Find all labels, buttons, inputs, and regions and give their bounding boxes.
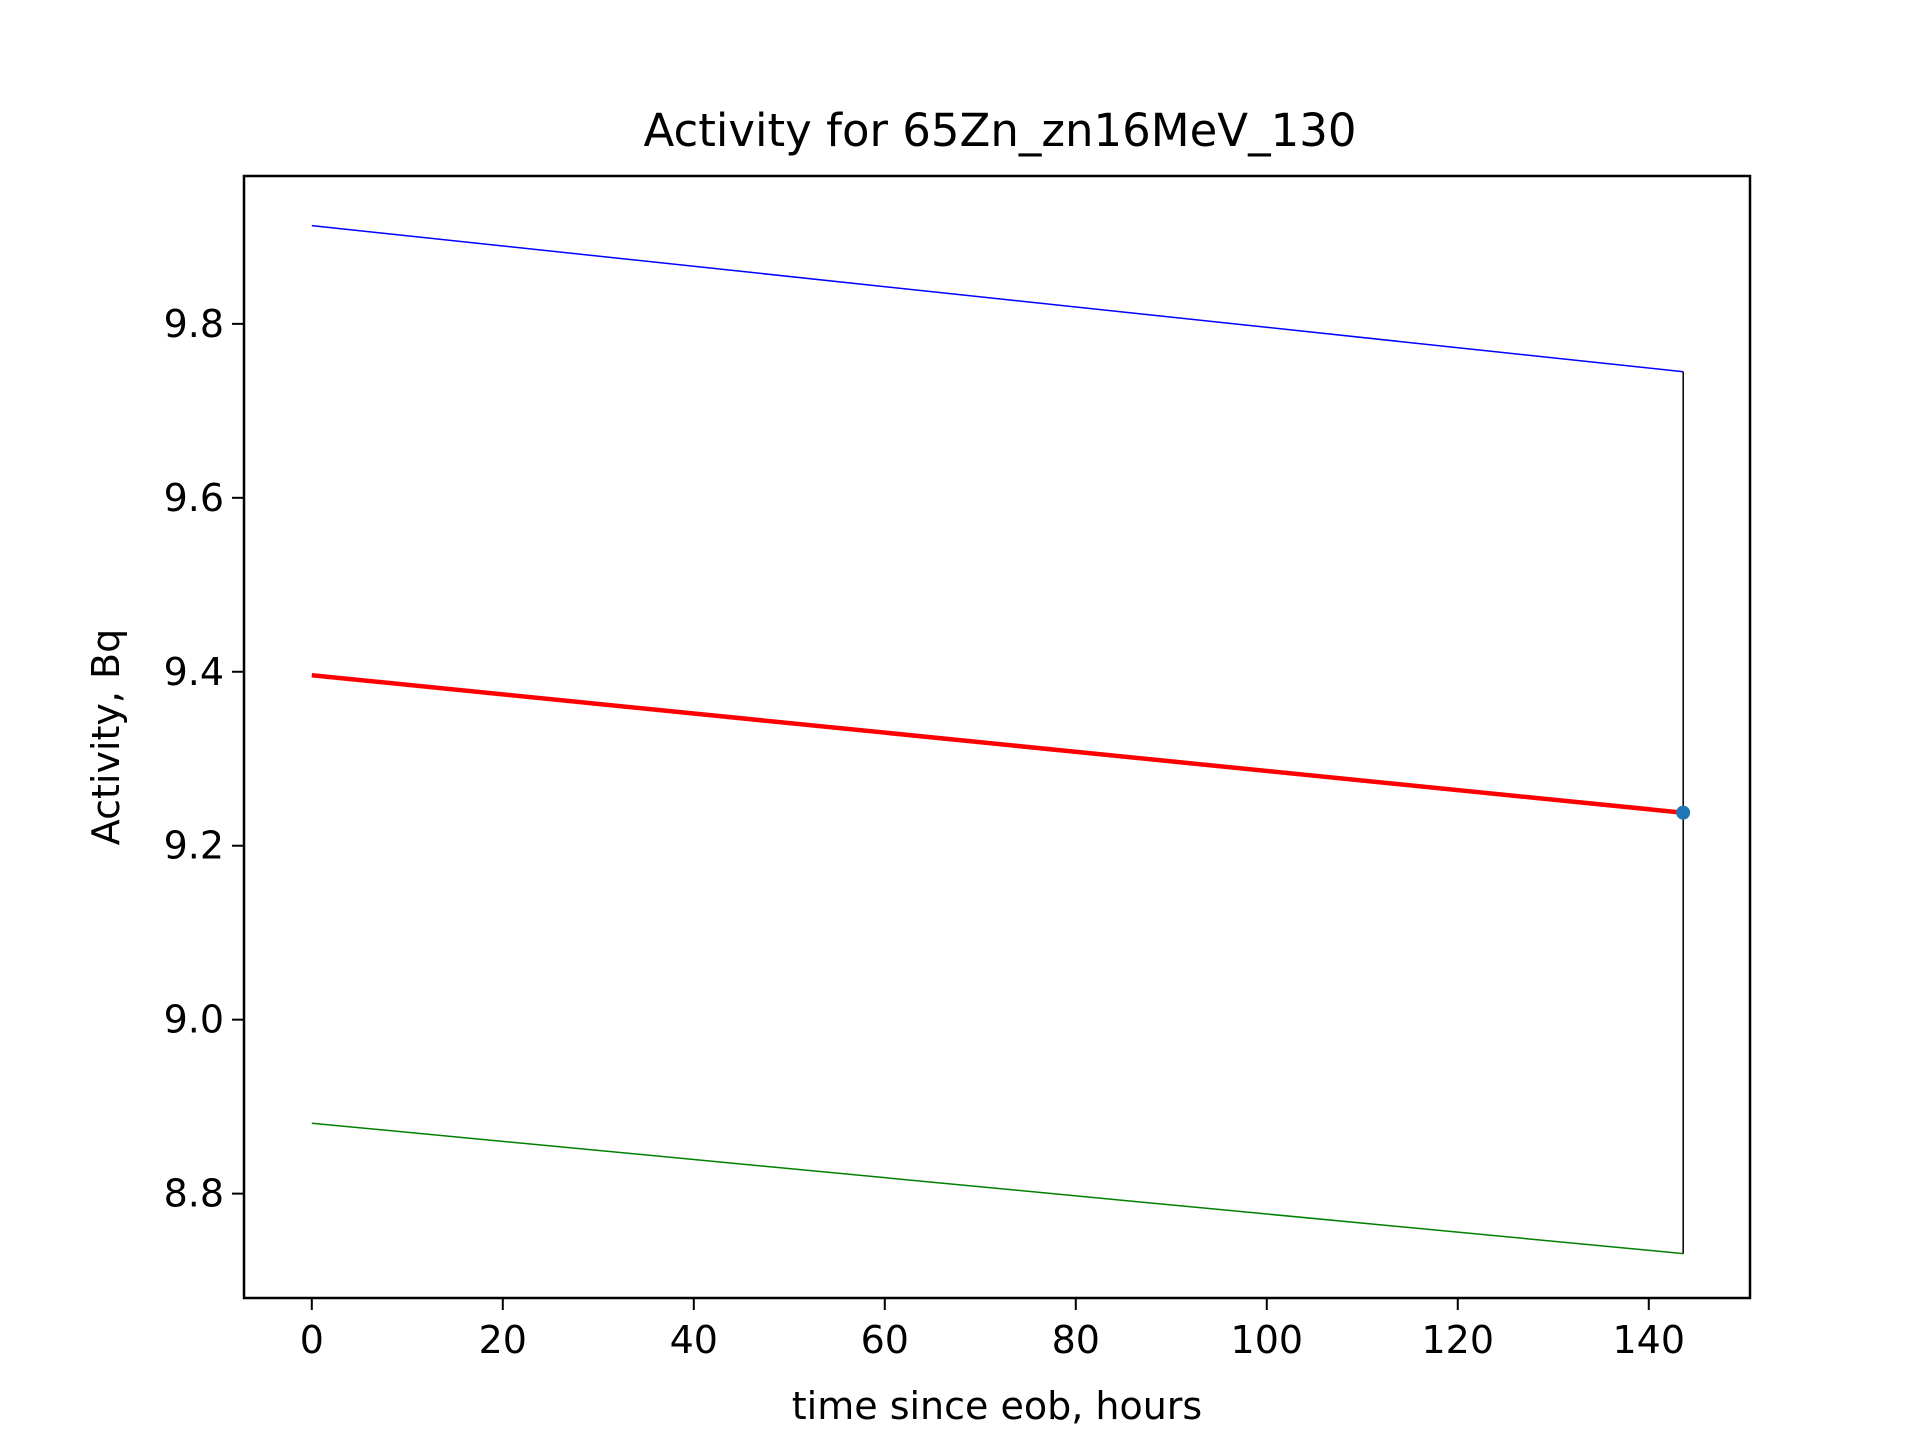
- x-tick-label: 120: [1422, 1318, 1495, 1362]
- axes-frame: [242, 174, 1752, 1300]
- x-tick-label: 80: [1052, 1318, 1100, 1362]
- x-tick-label: 20: [479, 1318, 527, 1362]
- y-tick-label: 9.4: [164, 650, 224, 694]
- y-tick-label: 9.0: [164, 998, 224, 1042]
- x-axis-label: time since eob, hours: [792, 1384, 1202, 1428]
- x-tick-label: 60: [861, 1318, 909, 1362]
- x-axis-ticks: 0 20 40 60 80 100 120 140: [300, 1298, 1685, 1362]
- series-line-2: [311, 672, 1684, 815]
- y-axis-ticks: 8.8 9.0 9.2 9.4 9.6 9.8: [164, 302, 244, 1216]
- y-tick-label: 9.6: [164, 476, 224, 520]
- x-tick-label: 140: [1613, 1318, 1686, 1362]
- series-line-1: [311, 224, 1684, 373]
- series-line-3: [311, 1122, 1684, 1255]
- y-axis-label: Activity, Bq: [84, 629, 128, 845]
- x-tick-label: 100: [1231, 1318, 1304, 1362]
- x-tick-label: 0: [300, 1318, 324, 1362]
- y-tick-label: 9.8: [164, 302, 224, 346]
- y-tick-label: 9.2: [164, 824, 224, 868]
- data-point-1: [1676, 805, 1691, 820]
- chart-title: Activity for 65Zn_zn16MeV_130: [644, 104, 1357, 157]
- y-tick-label: 8.8: [164, 1172, 224, 1216]
- x-tick-label: 40: [670, 1318, 718, 1362]
- plot-area: [311, 224, 1691, 1255]
